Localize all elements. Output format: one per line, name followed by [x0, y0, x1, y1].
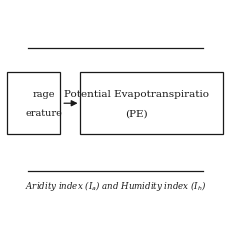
- Bar: [81, 72, 223, 134]
- Text: (PE): (PE): [125, 109, 148, 118]
- Bar: [7, 72, 59, 134]
- Text: Potential Evapotranspiratio: Potential Evapotranspiratio: [64, 90, 209, 99]
- Text: erature: erature: [25, 109, 62, 118]
- Text: Aridity index (I$_a$) and Humidity index (I$_h$): Aridity index (I$_a$) and Humidity index…: [25, 178, 206, 193]
- Text: rage: rage: [33, 90, 55, 99]
